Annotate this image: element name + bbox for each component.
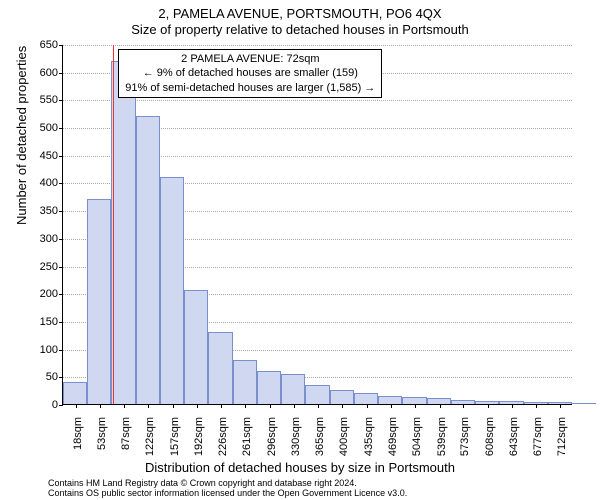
y-tick-label: 150 bbox=[18, 316, 58, 328]
y-tick bbox=[59, 350, 63, 351]
y-tick-label: 350 bbox=[18, 205, 58, 217]
y-tick-label: 650 bbox=[18, 39, 58, 51]
histogram-bar bbox=[572, 403, 596, 404]
footnote-line-1: Contains HM Land Registry data © Crown c… bbox=[48, 478, 407, 488]
y-tick bbox=[59, 156, 63, 157]
histogram-bar bbox=[330, 390, 354, 404]
callout-line-3: 91% of semi-detached houses are larger (… bbox=[125, 81, 375, 95]
histogram-bar bbox=[257, 371, 281, 404]
x-tick bbox=[124, 404, 125, 408]
y-tick bbox=[59, 100, 63, 101]
y-tick bbox=[59, 267, 63, 268]
y-tick-label: 50 bbox=[18, 371, 58, 383]
y-tick bbox=[59, 322, 63, 323]
y-tick bbox=[59, 294, 63, 295]
x-tick bbox=[100, 404, 101, 408]
x-tick bbox=[294, 404, 295, 408]
histogram-bar bbox=[184, 290, 208, 404]
x-tick bbox=[512, 404, 513, 408]
page-title-2: Size of property relative to detached ho… bbox=[0, 22, 600, 37]
x-tick bbox=[245, 404, 246, 408]
chart-axes: 0501001502002503003504004505005506006501… bbox=[62, 45, 572, 405]
histogram-bar bbox=[111, 61, 135, 404]
histogram-bar bbox=[233, 360, 257, 404]
y-tick-label: 250 bbox=[18, 261, 58, 273]
histogram-bar bbox=[402, 397, 426, 404]
x-tick bbox=[197, 404, 198, 408]
x-tick bbox=[536, 404, 537, 408]
y-tick bbox=[59, 211, 63, 212]
reference-callout: 2 PAMELA AVENUE: 72sqm ← 9% of detached … bbox=[118, 49, 382, 98]
histogram-bar bbox=[160, 177, 184, 404]
x-tick bbox=[560, 404, 561, 408]
y-tick bbox=[59, 128, 63, 129]
y-tick bbox=[59, 183, 63, 184]
y-tick bbox=[59, 405, 63, 406]
y-tick-label: 600 bbox=[18, 67, 58, 79]
footnote-line-2: Contains OS public sector information li… bbox=[48, 488, 407, 498]
x-tick bbox=[440, 404, 441, 408]
x-axis-label: Distribution of detached houses by size … bbox=[0, 460, 600, 475]
y-tick-label: 550 bbox=[18, 94, 58, 106]
grid-line bbox=[63, 45, 572, 46]
y-tick-label: 400 bbox=[18, 177, 58, 189]
histogram-bar bbox=[354, 393, 378, 404]
y-tick-label: 500 bbox=[18, 122, 58, 134]
callout-line-1: 2 PAMELA AVENUE: 72sqm bbox=[125, 52, 375, 66]
y-tick-label: 450 bbox=[18, 150, 58, 162]
histogram-bar bbox=[63, 382, 87, 404]
x-tick bbox=[173, 404, 174, 408]
x-tick bbox=[318, 404, 319, 408]
histogram-bar bbox=[208, 332, 232, 404]
y-tick-label: 300 bbox=[18, 233, 58, 245]
x-tick bbox=[76, 404, 77, 408]
y-tick bbox=[59, 239, 63, 240]
x-tick bbox=[367, 404, 368, 408]
grid-line bbox=[63, 100, 572, 101]
x-tick bbox=[391, 404, 392, 408]
chart-container: 2, PAMELA AVENUE, PORTSMOUTH, PO6 4QX Si… bbox=[0, 0, 600, 500]
histogram-bar bbox=[378, 396, 402, 404]
histogram-bar bbox=[136, 116, 160, 404]
histogram-bar bbox=[281, 374, 305, 404]
x-tick bbox=[342, 404, 343, 408]
chart-plot-area: 0501001502002503003504004505005506006501… bbox=[62, 45, 572, 405]
page-title-1: 2, PAMELA AVENUE, PORTSMOUTH, PO6 4QX bbox=[0, 6, 600, 21]
y-tick-label: 200 bbox=[18, 288, 58, 300]
y-tick-label: 100 bbox=[18, 344, 58, 356]
y-tick bbox=[59, 73, 63, 74]
x-tick bbox=[415, 404, 416, 408]
histogram-bar bbox=[87, 199, 111, 404]
callout-line-2: ← 9% of detached houses are smaller (159… bbox=[125, 66, 375, 80]
x-tick bbox=[148, 404, 149, 408]
reference-line bbox=[113, 45, 114, 404]
x-tick bbox=[221, 404, 222, 408]
y-tick bbox=[59, 45, 63, 46]
x-tick bbox=[463, 404, 464, 408]
x-tick bbox=[488, 404, 489, 408]
x-tick bbox=[270, 404, 271, 408]
histogram-bar bbox=[305, 385, 329, 404]
footnote: Contains HM Land Registry data © Crown c… bbox=[48, 478, 407, 499]
y-tick-label: 0 bbox=[18, 399, 58, 411]
y-tick bbox=[59, 377, 63, 378]
